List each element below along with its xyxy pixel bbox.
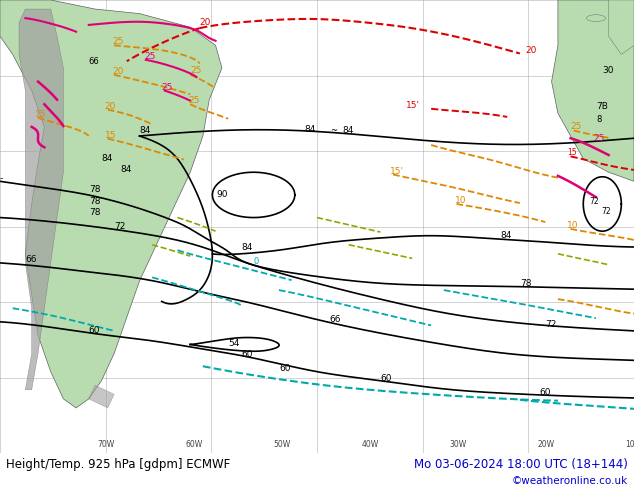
- Text: 10: 10: [567, 220, 579, 229]
- Text: 84: 84: [501, 231, 512, 240]
- Text: 72: 72: [114, 222, 126, 231]
- Text: 25: 25: [145, 52, 156, 61]
- Text: 15: 15: [567, 148, 577, 157]
- Text: 84: 84: [342, 125, 354, 135]
- Text: 60: 60: [380, 374, 392, 383]
- Text: 72: 72: [545, 320, 557, 329]
- Polygon shape: [19, 9, 63, 390]
- Text: 66: 66: [25, 255, 37, 264]
- Text: 84: 84: [120, 165, 132, 174]
- Text: 20: 20: [113, 67, 124, 76]
- Text: ©weatheronline.co.uk: ©weatheronline.co.uk: [512, 476, 628, 486]
- Text: 15': 15': [406, 101, 420, 110]
- Text: 40W: 40W: [361, 440, 378, 449]
- Text: 20W: 20W: [538, 440, 555, 449]
- Text: 20: 20: [105, 102, 116, 111]
- Polygon shape: [89, 385, 114, 408]
- Text: 78: 78: [89, 185, 100, 194]
- Polygon shape: [0, 0, 222, 408]
- Text: 60: 60: [539, 388, 550, 397]
- Text: 25: 25: [162, 83, 173, 92]
- Text: 50W: 50W: [273, 440, 290, 449]
- Text: 60: 60: [241, 350, 252, 359]
- Text: 30: 30: [602, 66, 614, 74]
- Text: 0: 0: [254, 257, 259, 266]
- Text: 66: 66: [89, 57, 100, 66]
- Text: 15: 15: [105, 131, 116, 140]
- Text: 60W: 60W: [185, 440, 202, 449]
- Text: 78: 78: [89, 197, 100, 206]
- Text: 15: 15: [35, 110, 46, 119]
- Text: Mo 03-06-2024 18:00 UTC (18+144): Mo 03-06-2024 18:00 UTC (18+144): [414, 458, 628, 471]
- Text: 25: 25: [593, 134, 605, 144]
- Text: 10: 10: [455, 196, 467, 205]
- Text: -: -: [0, 174, 3, 183]
- Text: 54: 54: [228, 339, 240, 348]
- Text: 90: 90: [217, 191, 228, 199]
- Text: 72: 72: [601, 207, 611, 216]
- Text: 84: 84: [304, 125, 316, 134]
- Text: 20: 20: [525, 47, 536, 55]
- Text: 25: 25: [190, 67, 202, 75]
- Text: 84: 84: [139, 126, 151, 135]
- Text: 60: 60: [89, 326, 100, 335]
- Text: 8: 8: [596, 115, 601, 124]
- Text: Height/Temp. 925 hPa [gdpm] ECMWF: Height/Temp. 925 hPa [gdpm] ECMWF: [6, 458, 231, 471]
- Text: 78: 78: [520, 279, 531, 289]
- Ellipse shape: [586, 15, 605, 22]
- Text: 72: 72: [590, 197, 599, 206]
- Text: 7B: 7B: [596, 102, 608, 111]
- Text: 10W: 10W: [625, 440, 634, 449]
- Text: 84: 84: [101, 154, 113, 163]
- Text: 30W: 30W: [450, 440, 467, 449]
- Text: 84: 84: [241, 243, 252, 251]
- Text: 70W: 70W: [97, 440, 114, 449]
- Text: 25: 25: [113, 37, 124, 47]
- Text: 20: 20: [200, 18, 211, 27]
- Text: 25: 25: [188, 97, 200, 105]
- Text: 15': 15': [390, 167, 404, 175]
- Text: 66: 66: [330, 315, 341, 324]
- Polygon shape: [552, 0, 634, 181]
- Text: ~: ~: [330, 125, 337, 135]
- Text: 25: 25: [571, 122, 582, 131]
- Text: 78: 78: [89, 208, 100, 217]
- Polygon shape: [609, 0, 634, 54]
- Text: 60: 60: [279, 364, 290, 373]
